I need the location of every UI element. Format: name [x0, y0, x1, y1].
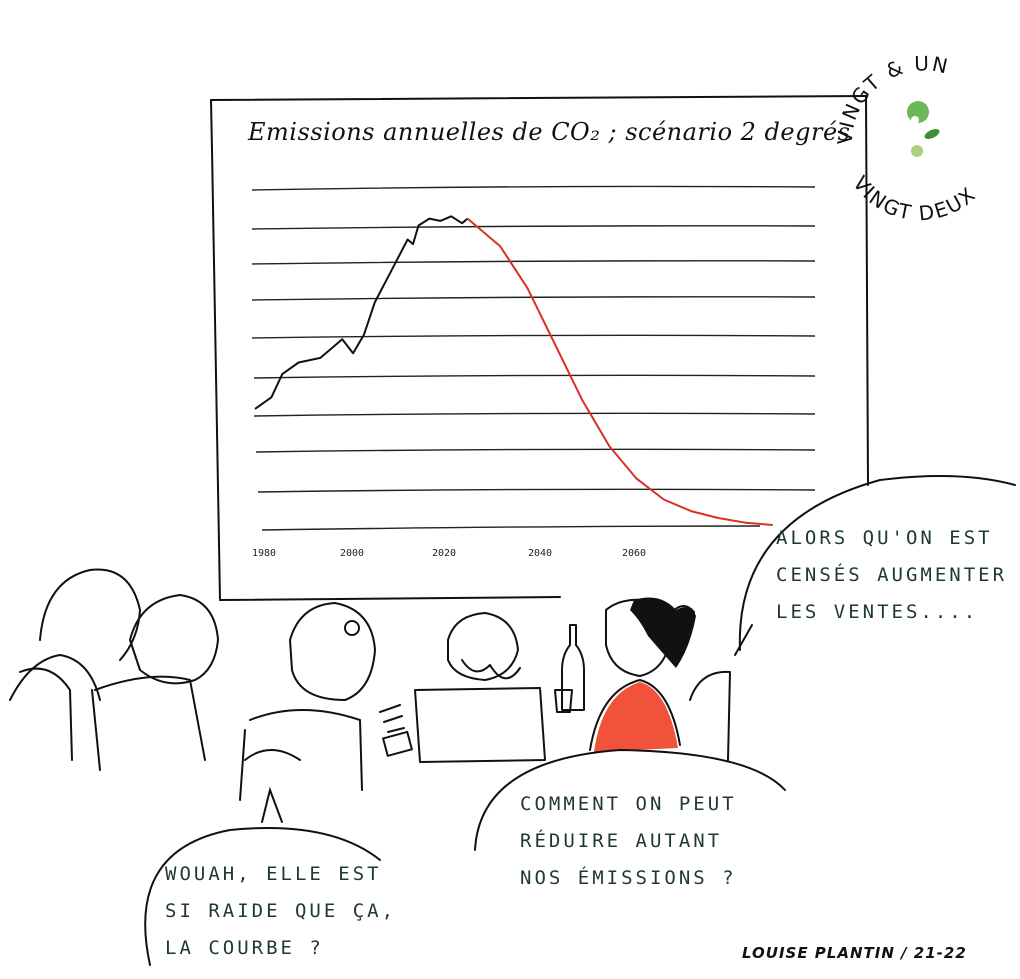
bubble-left-line-3: LA COURBE ?: [165, 937, 324, 959]
bubble-middle-line-2: RÉDUIRE AUTANT: [520, 830, 723, 852]
x-tick-2020: 2020: [432, 548, 456, 559]
logo-dot-highlight: [911, 116, 919, 124]
logo-dot-small: [911, 145, 923, 157]
dark-hair: [630, 597, 696, 668]
speech-bubbles: [144, 475, 1016, 966]
x-axis-ticks: 1980 2000 2020 2040 2060: [252, 548, 646, 559]
projection-screen: [210, 95, 869, 601]
bubble-right-line-3: LES VENTES....: [776, 601, 979, 623]
vingt-logo: VINGT & UN VINGT DEUX: [833, 51, 981, 225]
bubble-middle-line-1: COMMENT ON PEUT: [520, 793, 737, 815]
x-tick-2000: 2000: [340, 548, 364, 559]
logo-text-bottom: VINGT DEUX: [848, 171, 981, 225]
audience-sketch: [9, 568, 731, 801]
bubble-middle-outline: [474, 748, 786, 851]
chart-title: Emissions annuelles de CO₂ ; scénario 2 …: [248, 118, 851, 146]
author-credit: LOUISE PLANTIN / 21-22: [742, 944, 967, 962]
bubble-right-line-1: ALORS QU'ON EST: [776, 527, 993, 549]
logo-leaf: [924, 129, 940, 139]
bubble-left-line-2: SI RAIDE QUE ÇA,: [165, 900, 397, 922]
x-tick-1980: 1980: [252, 548, 276, 559]
bubble-right-outline: [738, 475, 1016, 651]
bubble-middle-text: COMMENT ON PEUT RÉDUIRE AUTANT NOS ÉMISS…: [520, 786, 737, 897]
x-tick-2060: 2060: [622, 548, 646, 559]
chart-gridlines: [251, 185, 816, 531]
bubble-left-outline: [144, 827, 381, 966]
series-historical-line: [254, 215, 469, 410]
x-tick-2040: 2040: [528, 548, 552, 559]
bubble-right-line-2: CENSÉS AUGMENTER: [776, 564, 1008, 586]
series-scenario-line: [466, 217, 773, 526]
bubble-left-line-1: WOUAH, ELLE EST: [165, 863, 382, 885]
bubble-right-text: ALORS QU'ON EST CENSÉS AUGMENTER LES VEN…: [776, 520, 1007, 631]
bubble-left-text: WOUAH, ELLE EST SI RAIDE QUE ÇA, LA COUR…: [165, 856, 396, 967]
red-sweater: [594, 682, 678, 752]
bubble-middle-line-3: NOS ÉMISSIONS ?: [520, 867, 737, 889]
